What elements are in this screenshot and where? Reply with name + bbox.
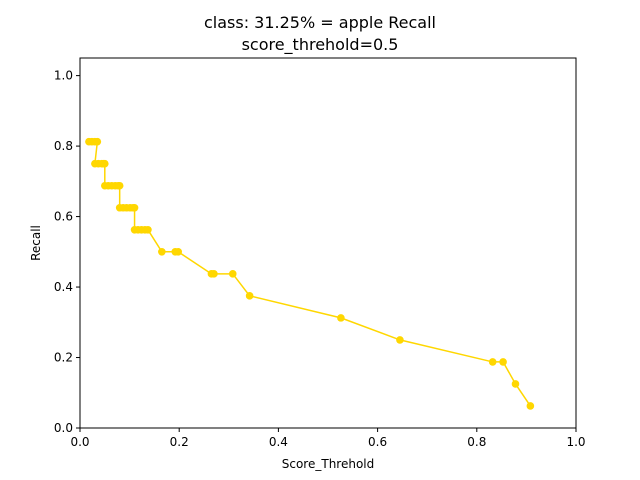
x-tick-label: 0.0 — [70, 435, 89, 449]
data-point — [101, 159, 109, 168]
plot-area — [80, 58, 576, 428]
y-tick-label: 0.0 — [54, 421, 73, 435]
data-point — [144, 225, 152, 234]
y-tick-label: 0.8 — [54, 139, 73, 153]
chart-title-line1: class: 31.25% = apple Recall — [204, 13, 436, 32]
data-point — [488, 358, 497, 366]
y-tick-label: 0.2 — [54, 351, 73, 365]
data-point — [396, 336, 404, 344]
x-tick-label: 0.6 — [368, 435, 387, 449]
plot-frame — [79, 57, 577, 429]
x-tick-label: 0.8 — [467, 435, 486, 449]
chart-title-line2: score_threhold=0.5 — [242, 35, 399, 55]
data-point — [511, 380, 520, 388]
y-tick-label: 1.0 — [54, 69, 73, 83]
data-point — [337, 314, 345, 322]
x-tick-label: 0.2 — [170, 435, 189, 449]
data-point — [158, 248, 166, 256]
data-point — [93, 137, 102, 146]
data-point — [499, 358, 507, 366]
data-point — [210, 270, 218, 278]
y-tick-label: 0.6 — [54, 210, 73, 224]
x-tick-label: 1.0 — [566, 435, 585, 449]
data-point — [174, 248, 183, 256]
series-layer — [85, 137, 535, 410]
y-tick-label: 0.4 — [54, 280, 73, 294]
data-point — [526, 402, 535, 410]
data-point — [245, 292, 254, 300]
data-point — [130, 203, 139, 212]
data-point — [115, 181, 124, 190]
data-point — [228, 270, 237, 278]
y-axis-label: Recall — [29, 225, 43, 261]
x-tick-label: 0.4 — [269, 435, 288, 449]
ticks-layer: 0.0 0.2 0.4 0.6 0.8 1.0 0.0 0.2 0.4 0.6 0.8 1.0 — [54, 69, 586, 449]
x-axis-label: Score_Threhold — [282, 457, 375, 471]
